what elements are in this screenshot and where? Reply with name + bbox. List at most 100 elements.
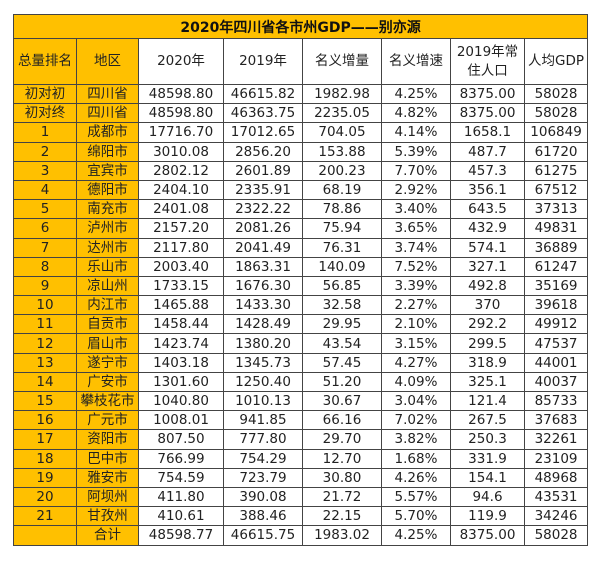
- table-row: 2 绵阳市 3010.08 2856.20 153.88 5.39% 487.7 61720: [13, 141, 589, 162]
- cell-nominal-increase: 2235.05: [302, 103, 382, 124]
- cell-gdp-per-capita: 47537: [523, 333, 589, 354]
- table-row: 5 南充市 2401.08 2322.22 78.86 3.40% 643.5 37313: [13, 199, 589, 220]
- cell-gdp-per-capita: 58028: [523, 103, 589, 124]
- cell-rank: 16: [13, 410, 77, 431]
- gdp-table: 2020年四川省各市州GDP——别亦源 总量排名 地区 2020年 2019年 …: [12, 14, 589, 546]
- cell-gdp-2019: 1863.31: [223, 256, 303, 277]
- cell-gdp-per-capita: 61720: [523, 141, 589, 162]
- cell-nominal-growth: 4.82%: [381, 103, 451, 124]
- header-nominal-increase: 名义增量: [302, 38, 382, 85]
- cell-nominal-increase: 51.20: [302, 371, 382, 393]
- cell-nominal-growth: 4.25%: [381, 525, 451, 546]
- cell-gdp-2019: 941.85: [223, 410, 303, 431]
- cell-region: 凉山州: [76, 275, 139, 297]
- cell-region: 广安市: [76, 371, 139, 393]
- header-2019: 2019年: [223, 38, 303, 85]
- cell-gdp-2020: 1733.15: [138, 275, 224, 297]
- cell-nominal-growth: 3.65%: [381, 218, 451, 239]
- cell-rank: 11: [13, 314, 77, 335]
- cell-gdp-2020: 2157.20: [138, 218, 224, 239]
- cell-gdp-2019: 1345.73: [223, 352, 303, 373]
- cell-rank: [13, 525, 77, 546]
- cell-gdp-per-capita: 36889: [523, 237, 589, 258]
- table-row: 1 成都市 17716.70 17012.65 704.05 4.14% 1658.1 106…: [13, 122, 589, 143]
- cell-population: 94.6: [450, 486, 525, 508]
- cell-rank: 15: [13, 390, 77, 412]
- cell-nominal-increase: 140.09: [302, 256, 382, 277]
- cell-rank: 12: [13, 333, 77, 354]
- cell-gdp-2020: 1301.60: [138, 371, 224, 393]
- cell-region: 眉山市: [76, 333, 139, 354]
- cell-nominal-growth: 7.52%: [381, 256, 451, 277]
- cell-population: 8375.00: [450, 103, 525, 124]
- cell-rank: 4: [13, 179, 77, 201]
- cell-nominal-growth: 4.09%: [381, 371, 451, 393]
- cell-nominal-increase: 12.70: [302, 448, 382, 469]
- cell-gdp-per-capita: 58028: [523, 525, 589, 546]
- cell-gdp-2020: 2401.08: [138, 199, 224, 220]
- cell-nominal-growth: 7.70%: [381, 160, 451, 181]
- cell-gdp-2020: 17716.70: [138, 122, 224, 143]
- cell-gdp-2019: 2322.22: [223, 199, 303, 220]
- cell-nominal-growth: 3.74%: [381, 237, 451, 258]
- cell-gdp-2019: 46615.75: [223, 525, 303, 546]
- cell-rank: 8: [13, 256, 77, 277]
- cell-population: 292.2: [450, 314, 525, 335]
- cell-nominal-increase: 75.94: [302, 218, 382, 239]
- cell-gdp-2019: 46615.82: [223, 83, 303, 105]
- cell-region: 四川省: [76, 83, 139, 105]
- cell-nominal-growth: 3.40%: [381, 199, 451, 220]
- table-row: 19 雅安市 754.59 723.79 30.80 4.26% 154.1 48968: [13, 467, 589, 488]
- cell-gdp-2019: 2335.91: [223, 179, 303, 201]
- cell-region: 合计: [76, 525, 139, 546]
- header-row: 总量排名 地区 2020年 2019年 名义增量 名义增速 2019年常 住人口 …: [13, 38, 589, 85]
- cell-gdp-2019: 2041.49: [223, 237, 303, 258]
- cell-nominal-increase: 1982.98: [302, 83, 382, 105]
- cell-region: 成都市: [76, 122, 139, 143]
- cell-nominal-growth: 5.70%: [381, 506, 451, 527]
- cell-nominal-increase: 29.70: [302, 429, 382, 450]
- cell-nominal-growth: 2.27%: [381, 295, 451, 316]
- cell-gdp-2020: 3010.08: [138, 141, 224, 162]
- cell-gdp-2020: 1423.74: [138, 333, 224, 354]
- cell-region: 达州市: [76, 237, 139, 258]
- cell-gdp-2020: 2117.80: [138, 237, 224, 258]
- cell-rank: 14: [13, 371, 77, 393]
- cell-nominal-growth: 5.57%: [381, 486, 451, 508]
- table-row: 初对初 四川省 48598.80 46615.82 1982.98 4.25% 8375.0…: [13, 83, 589, 105]
- cell-region: 内江市: [76, 295, 139, 316]
- table-title: 2020年四川省各市州GDP——别亦源: [12, 14, 589, 39]
- cell-nominal-increase: 1983.02: [302, 525, 382, 546]
- cell-population: 370: [450, 295, 525, 316]
- cell-region: 遂宁市: [76, 352, 139, 373]
- cell-nominal-growth: 4.25%: [381, 83, 451, 105]
- cell-nominal-increase: 22.15: [302, 506, 382, 527]
- table-row: 3 宜宾市 2802.12 2601.89 200.23 7.70% 457.3 61275: [13, 160, 589, 181]
- cell-gdp-2019: 2601.89: [223, 160, 303, 181]
- cell-population: 299.5: [450, 333, 525, 354]
- cell-nominal-growth: 3.82%: [381, 429, 451, 450]
- cell-rank: 初对终: [13, 103, 77, 124]
- cell-rank: 1: [13, 122, 77, 143]
- cell-region: 德阳市: [76, 179, 139, 201]
- cell-population: 643.5: [450, 199, 525, 220]
- cell-population: 1658.1: [450, 122, 525, 143]
- table-row: 18 巴中市 766.99 754.29 12.70 1.68% 331.9 23109: [13, 448, 589, 469]
- cell-nominal-increase: 76.31: [302, 237, 382, 258]
- cell-gdp-2019: 777.80: [223, 429, 303, 450]
- cell-rank: 19: [13, 467, 77, 488]
- cell-gdp-per-capita: 37683: [523, 410, 589, 431]
- cell-nominal-growth: 4.14%: [381, 122, 451, 143]
- cell-nominal-increase: 66.16: [302, 410, 382, 431]
- cell-gdp-2020: 48598.77: [138, 525, 224, 546]
- table-row: 4 德阳市 2404.10 2335.91 68.19 2.92% 356.1 67512: [13, 179, 589, 201]
- header-region: 地区: [76, 38, 139, 85]
- cell-region: 自贡市: [76, 314, 139, 335]
- cell-gdp-per-capita: 40037: [523, 371, 589, 393]
- cell-nominal-growth: 2.10%: [381, 314, 451, 335]
- cell-gdp-2020: 2404.10: [138, 179, 224, 201]
- cell-gdp-per-capita: 85733: [523, 390, 589, 412]
- cell-gdp-2019: 17012.65: [223, 122, 303, 143]
- cell-region: 甘孜州: [76, 506, 139, 527]
- cell-rank: 20: [13, 486, 77, 508]
